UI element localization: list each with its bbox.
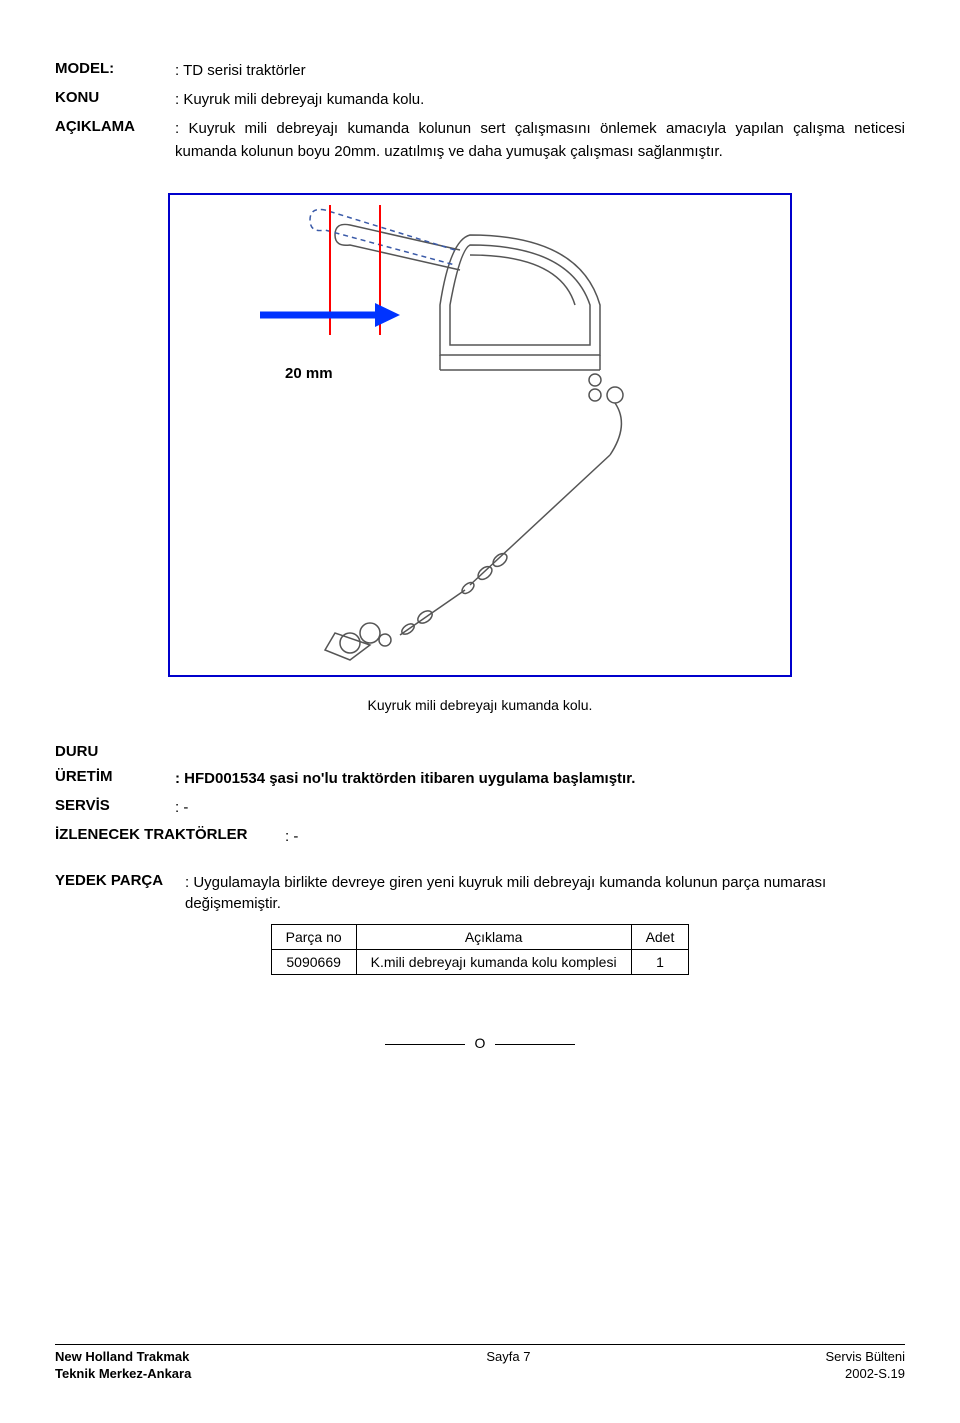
model-value: : TD serisi traktörler	[175, 60, 905, 81]
th-parca-no: Parça no	[271, 925, 356, 950]
table-header-row: Parça no Açıklama Adet	[271, 925, 689, 950]
diagram-size-label: 20 mm	[285, 365, 333, 382]
diagram-caption: Kuyruk mili debreyajı kumanda kolu.	[55, 697, 905, 713]
footer-left: New Holland Trakmak Teknik Merkez-Ankara	[55, 1349, 191, 1383]
o-mark-text: O	[465, 1035, 496, 1051]
section-end-mark: O	[55, 1035, 905, 1051]
izlenecek-label: İZLENECEK TRAKTÖRLER	[55, 826, 285, 847]
konu-value: : Kuyruk mili debreyajı kumanda kolu.	[175, 89, 905, 110]
parts-table: Parça no Açıklama Adet 5090669 K.mili de…	[271, 924, 690, 975]
page-footer: New Holland Trakmak Teknik Merkez-Ankara…	[55, 1344, 905, 1383]
servis-value: : -	[175, 797, 905, 818]
model-row: MODEL: : TD serisi traktörler	[55, 60, 905, 81]
footer-right: Servis Bülteni 2002-S.19	[826, 1349, 905, 1383]
servis-row: SERVİS : -	[55, 797, 905, 818]
th-aciklama: Açıklama	[356, 925, 631, 950]
izlenecek-row: İZLENECEK TRAKTÖRLER : -	[55, 826, 905, 847]
duru-row: DURU	[55, 743, 905, 760]
footer-left-line1: New Holland Trakmak	[55, 1349, 191, 1366]
izlenecek-value: : -	[285, 826, 905, 847]
aciklama-row: AÇIKLAMA : Kuyruk mili debreyajı kumanda…	[55, 118, 905, 163]
footer-right-line1: Servis Bülteni	[826, 1349, 905, 1366]
footer-right-line2: 2002-S.19	[826, 1366, 905, 1383]
td-aciklama: K.mili debreyajı kumanda kolu komplesi	[356, 950, 631, 975]
model-label: MODEL:	[55, 60, 175, 81]
parts-table-wrap: Parça no Açıklama Adet 5090669 K.mili de…	[55, 924, 905, 975]
td-parca-no: 5090669	[271, 950, 356, 975]
uretim-value: : HFD001534 şasi no'lu traktörden itibar…	[175, 768, 905, 789]
th-adet: Adet	[631, 925, 689, 950]
aciklama-label: AÇIKLAMA	[55, 118, 175, 163]
uretim-label: ÜRETİM	[55, 768, 175, 789]
uretim-row: ÜRETİM : HFD001534 şasi no'lu traktörden…	[55, 768, 905, 789]
servis-label: SERVİS	[55, 797, 175, 818]
aciklama-value: : Kuyruk mili debreyajı kumanda kolunun …	[175, 118, 905, 163]
footer-center: Sayfa 7	[486, 1349, 530, 1383]
table-row: 5090669 K.mili debreyajı kumanda kolu ko…	[271, 950, 689, 975]
duru-label: DURU	[55, 743, 175, 760]
konu-label: KONU	[55, 89, 175, 110]
yedek-row: YEDEK PARÇA : Uygulamayla birlikte devre…	[55, 872, 905, 914]
konu-row: KONU : Kuyruk mili debreyajı kumanda kol…	[55, 89, 905, 110]
diagram-svg	[170, 195, 790, 675]
diagram: 20 mm	[168, 193, 792, 677]
footer-left-line2: Teknik Merkez-Ankara	[55, 1366, 191, 1383]
td-adet: 1	[631, 950, 689, 975]
yedek-value: : Uygulamayla birlikte devreye giren yen…	[185, 872, 905, 914]
yedek-label: YEDEK PARÇA	[55, 872, 185, 914]
